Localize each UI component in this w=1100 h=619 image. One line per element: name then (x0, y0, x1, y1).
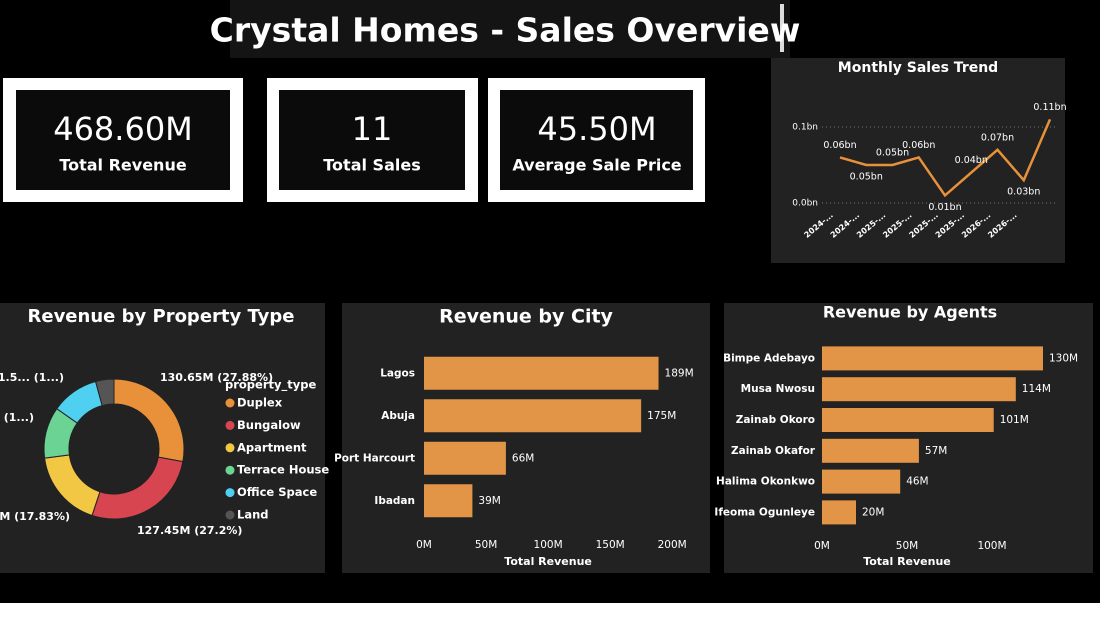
data-label: 0.03bn (1007, 187, 1040, 198)
data-label: 0.06bn (902, 140, 935, 151)
bar (424, 399, 642, 433)
x-tick-label: 150M (596, 539, 625, 551)
data-label: 114M (1022, 383, 1051, 395)
data-label: 83.55M (17.83%) (0, 510, 70, 523)
bar (822, 500, 856, 525)
data-label: 0.04bn (955, 155, 988, 166)
legend-swatch (225, 443, 235, 453)
kpi-value: 468.60M (53, 110, 193, 148)
kpi-label: Total Sales (323, 156, 420, 175)
kpi-card (279, 90, 465, 190)
data-label: 175M (647, 410, 676, 422)
data-label: 189M (665, 367, 694, 379)
kpi-value: 45.50M (537, 110, 656, 148)
legend-label: Terrace House (237, 463, 329, 477)
bar (822, 377, 1016, 402)
data-label: 20M (862, 506, 884, 518)
x-axis-label: Total Revenue (863, 555, 951, 568)
x-tick-label: 200M (658, 539, 687, 551)
data-label: 0.11bn (1033, 102, 1066, 113)
legend-swatch (225, 398, 235, 408)
cursor (780, 4, 784, 52)
kpi-label: Average Sale Price (512, 156, 681, 175)
bar (822, 346, 1043, 371)
y-tick-label: Zainab Okafor (731, 445, 816, 457)
kpi-label: Total Revenue (59, 156, 187, 175)
bar (822, 438, 919, 463)
kpi-value: 11 (352, 110, 393, 148)
y-tick-label: Lagos (380, 367, 415, 379)
bar (424, 441, 506, 475)
x-tick-label: 0M (416, 539, 432, 551)
y-tick-label: Ifeoma Ogunleye (714, 506, 815, 518)
y-tick-label: Bimpe Adebayo (723, 352, 815, 364)
x-tick-label: 50M (475, 539, 497, 551)
kpi-card (16, 90, 230, 190)
chart-title: Revenue by Property Type (28, 306, 295, 327)
data-label: 57M (925, 445, 947, 457)
x-tick-label: 0M (814, 540, 830, 552)
panel (724, 303, 1093, 573)
chart-title: Revenue by Agents (823, 303, 997, 322)
data-label: 55.... (1...) (0, 411, 34, 424)
legend-title: property_type (225, 378, 316, 393)
data-label: 46M (906, 476, 928, 488)
bar (424, 484, 473, 518)
bar (822, 408, 994, 432)
legend-swatch (225, 465, 235, 475)
y-tick-label: Zainab Okoro (736, 414, 815, 426)
legend-swatch (225, 488, 235, 498)
legend-swatch (225, 510, 235, 520)
y-tick-label: Port Harcourt (334, 452, 415, 464)
line (839, 118, 1052, 198)
bar (424, 356, 659, 390)
chart-title: Monthly Sales Trend (838, 60, 998, 76)
dashboard-title: Crystal Homes - Sales Overview (210, 11, 801, 50)
y-tick-label: Abuja (381, 410, 415, 422)
data-label: 39M (478, 495, 500, 507)
legend-label: Bungalow (237, 418, 301, 432)
title-box (230, 0, 790, 58)
y-tick-label: 0.1bn (792, 123, 818, 133)
data-label: 0.07bn (981, 132, 1014, 143)
data-label: 51.5... (1...) (0, 371, 64, 384)
legend-label: Land (237, 508, 269, 522)
bar (822, 469, 901, 494)
data-label: 0.01bn (928, 202, 961, 213)
data-label: 127.45M (27.2%) (137, 524, 242, 537)
legend-label: Apartment (237, 440, 307, 454)
y-tick-label: Ibadan (374, 495, 415, 507)
legend-swatch (225, 420, 235, 430)
x-tick-label: 50M (896, 540, 918, 552)
legend-label: Office Space (237, 485, 317, 499)
x-axis-label: Total Revenue (504, 555, 592, 568)
data-label: 130.65M (27.88%) (160, 371, 273, 384)
kpi-card (500, 90, 693, 190)
y-tick-label: Halima Okonkwo (716, 476, 815, 488)
x-tick-label: 100M (977, 540, 1006, 552)
panel (771, 58, 1065, 263)
data-label: 0.05bn (876, 148, 909, 159)
chart-title: Revenue by City (439, 306, 613, 328)
data-label: 0.05bn (850, 172, 883, 183)
data-label: 130M (1049, 352, 1078, 364)
legend-label: Duplex (237, 396, 283, 410)
data-label: 66M (512, 452, 534, 464)
y-tick-label: Musa Nwosu (741, 383, 815, 395)
x-tick-label: 100M (534, 539, 563, 551)
y-tick-label: 0.0bn (792, 199, 818, 209)
panel (342, 303, 710, 573)
data-label: 101M (1000, 414, 1029, 426)
donut-slice (94, 378, 115, 407)
data-label: 0.06bn (823, 140, 856, 151)
